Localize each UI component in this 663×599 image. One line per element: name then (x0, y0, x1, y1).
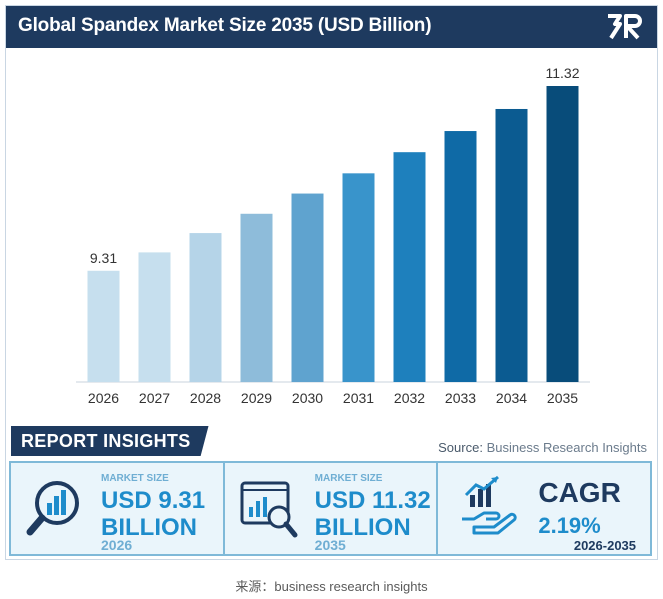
source-note: Source: Business Research Insights (438, 440, 647, 455)
image-caption: 来源：business research insights (235, 579, 428, 594)
insight-market-size-2035: MARKET SIZE USD 11.32 BILLION 2035 (222, 463, 437, 554)
x-tick-label: 2026 (88, 390, 119, 406)
market-size-amount: USD 11.32 (314, 487, 431, 514)
market-size-value: USD 9.31 BILLION (101, 487, 205, 541)
cagr-value: 2.19% (538, 513, 601, 538)
x-tick-label: 2029 (241, 390, 272, 406)
x-tick-label: 2034 (496, 390, 527, 406)
market-size-unit: BILLION (314, 514, 411, 541)
market-size-label: MARKET SIZE (314, 473, 383, 484)
x-tick-label: 2033 (445, 390, 476, 406)
market-size-amount: USD 9.31 (101, 487, 206, 514)
chart-magnifier-icon (26, 481, 79, 536)
bar-2031 (342, 173, 375, 382)
chart-header: Global Spandex Market Size 2035 (USD Bil… (6, 6, 657, 48)
chart-title: Global Spandex Market Size 2035 (USD Bil… (18, 15, 432, 36)
market-size-unit: BILLION (101, 514, 197, 541)
x-tick-label: 2030 (292, 390, 323, 406)
source-prefix: Source: (438, 440, 483, 455)
bar-2028 (189, 233, 222, 382)
cagr-title: CAGR (538, 477, 621, 508)
x-tick-label: 2031 (343, 390, 374, 406)
data-label: 11.32 (546, 65, 580, 81)
cagr-years: 2026-2035 (573, 538, 637, 553)
bar-2030 (291, 193, 324, 382)
source-name: Business Research Insights (486, 440, 647, 455)
x-tick-label: 2035 (547, 390, 578, 406)
bar-2034 (495, 108, 528, 382)
br-logo-icon (608, 14, 642, 40)
x-tick-label: 2028 (190, 390, 221, 406)
insights-panel: MARKET SIZE USD 9.31 BILLION 2026 MARKET… (9, 461, 652, 556)
insight-cagr: CAGR 2.19% 2026-2035 (436, 463, 650, 554)
x-tick-label: 2027 (139, 390, 170, 406)
bar-2033 (444, 131, 477, 382)
x-tick-label: 2032 (394, 390, 425, 406)
bar-2027 (138, 252, 171, 382)
market-size-year: 2026 (101, 537, 133, 553)
market-size-label: MARKET SIZE (101, 473, 169, 484)
bar-2035 (546, 86, 579, 382)
report-insights-badge: REPORT INSIGHTS (11, 426, 209, 456)
insight-market-size-2026: MARKET SIZE USD 9.31 BILLION 2026 (11, 463, 223, 554)
chart-card: Global Spandex Market Size 2035 (USD Bil… (5, 5, 658, 560)
data-label: 9.31 (90, 250, 117, 266)
bar-2032 (393, 152, 426, 382)
bar-2026 (87, 270, 120, 382)
market-size-year: 2035 (314, 537, 346, 553)
bar-chart: 2026 9.31 2027 2028 2029 2030 2031 2032 2033 2034… (76, 65, 590, 406)
market-size-value: USD 11.32 BILLION (315, 487, 431, 541)
bar-2029 (240, 213, 273, 382)
growth-hand-icon (462, 475, 518, 535)
analytics-screen-icon (240, 481, 298, 538)
